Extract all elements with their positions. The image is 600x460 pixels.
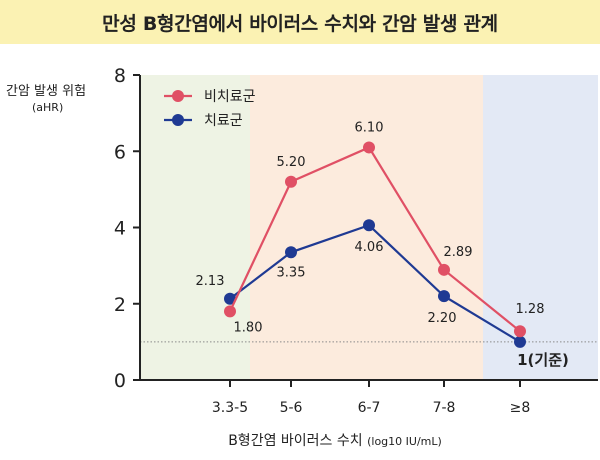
data-point-untreated	[438, 263, 450, 276]
data-point-treated	[438, 290, 450, 303]
data-label-untreated: 6.10	[355, 120, 384, 135]
legend-marker-untreated	[172, 90, 184, 102]
x-tick-label: 3.3-5	[212, 400, 248, 416]
y-tick-label: 4	[114, 218, 126, 240]
y-tick-label: 6	[114, 141, 126, 163]
x-axis-title-text: B형간염 바이러스 수치	[228, 433, 363, 449]
y-tick-label: 8	[114, 65, 126, 87]
data-label-treated: 2.20	[428, 311, 457, 326]
data-point-untreated	[224, 305, 236, 318]
data-label-treated: 4.06	[355, 240, 384, 255]
x-tick-label: ≥8	[510, 400, 531, 416]
data-point-treated	[285, 246, 297, 259]
data-point-treated	[363, 219, 375, 232]
data-point-untreated	[285, 175, 297, 188]
legend-label-untreated: 비치료군	[204, 89, 256, 105]
data-point-treated	[514, 335, 526, 348]
reference-label: 1(기준)	[517, 351, 569, 369]
data-point-untreated	[514, 325, 526, 338]
x-tick-label: 7-8	[433, 400, 456, 416]
data-label-untreated: 1.28	[516, 302, 545, 317]
y-axis-title: 간암 발생 위험 (aHR)	[6, 84, 86, 116]
legend-label-treated: 치료군	[204, 113, 243, 129]
data-label-untreated: 1.80	[234, 320, 263, 335]
x-axis-unit: (log10 IU/mL)	[367, 435, 442, 448]
x-tick-label: 5-6	[280, 400, 303, 416]
data-point-untreated	[363, 141, 375, 154]
legend-marker-treated	[172, 114, 184, 126]
y-axis-title-text: 간암 발생 위험	[6, 84, 87, 99]
zone-high-background	[483, 75, 598, 380]
zone-low-background	[140, 75, 250, 380]
x-tick-label: 6-7	[358, 400, 381, 416]
data-label-untreated: 5.20	[277, 155, 306, 170]
chart-title: 만성 B형간염에서 바이러스 수치와 간암 발생 관계	[102, 12, 498, 35]
y-axis-subtitle: (aHR)	[32, 101, 64, 114]
data-point-treated	[224, 292, 236, 305]
y-tick-label: 2	[114, 294, 126, 316]
x-axis-title: B형간염 바이러스 수치 (log10 IU/mL)	[0, 430, 600, 450]
title-banner: 만성 B형간염에서 바이러스 수치와 간암 발생 관계	[0, 0, 600, 44]
data-label-treated: 2.13	[196, 274, 225, 289]
data-label-untreated: 2.89	[444, 245, 473, 260]
data-label-treated: 3.35	[277, 265, 306, 280]
y-tick-label: 0	[114, 370, 126, 392]
